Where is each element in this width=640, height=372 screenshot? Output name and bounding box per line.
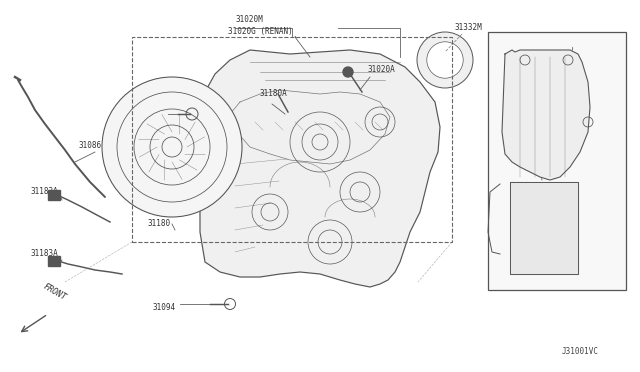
Text: 31180A: 31180A — [260, 89, 288, 98]
Bar — [48, 256, 60, 266]
Text: SEC.244: SEC.244 — [505, 265, 538, 274]
Polygon shape — [200, 50, 440, 287]
Text: 31020A: 31020A — [368, 65, 396, 74]
Text: 31180: 31180 — [148, 219, 171, 228]
Polygon shape — [510, 182, 578, 274]
Polygon shape — [502, 50, 590, 180]
Text: 31332M: 31332M — [455, 23, 483, 32]
Bar — [488, 32, 626, 290]
Text: 31185B: 31185B — [555, 33, 583, 42]
Text: 31020M: 31020M — [235, 15, 263, 24]
Text: 31100B: 31100B — [132, 103, 160, 112]
Text: 31086: 31086 — [78, 141, 101, 150]
Text: 31036: 31036 — [525, 169, 548, 178]
Text: 31094: 31094 — [152, 303, 175, 312]
Bar — [48, 190, 60, 200]
Circle shape — [102, 77, 242, 217]
Circle shape — [427, 42, 463, 78]
Text: FRONT: FRONT — [42, 282, 68, 302]
Text: 31020G (RENAN): 31020G (RENAN) — [228, 27, 292, 36]
Text: 31183A: 31183A — [30, 187, 58, 196]
Text: 31185D: 31185D — [555, 129, 583, 138]
Text: J31001VC: J31001VC — [562, 347, 599, 356]
Text: (24415): (24415) — [505, 277, 538, 286]
Text: 31183A: 31183A — [30, 249, 58, 258]
Circle shape — [417, 32, 473, 88]
Circle shape — [343, 67, 353, 77]
